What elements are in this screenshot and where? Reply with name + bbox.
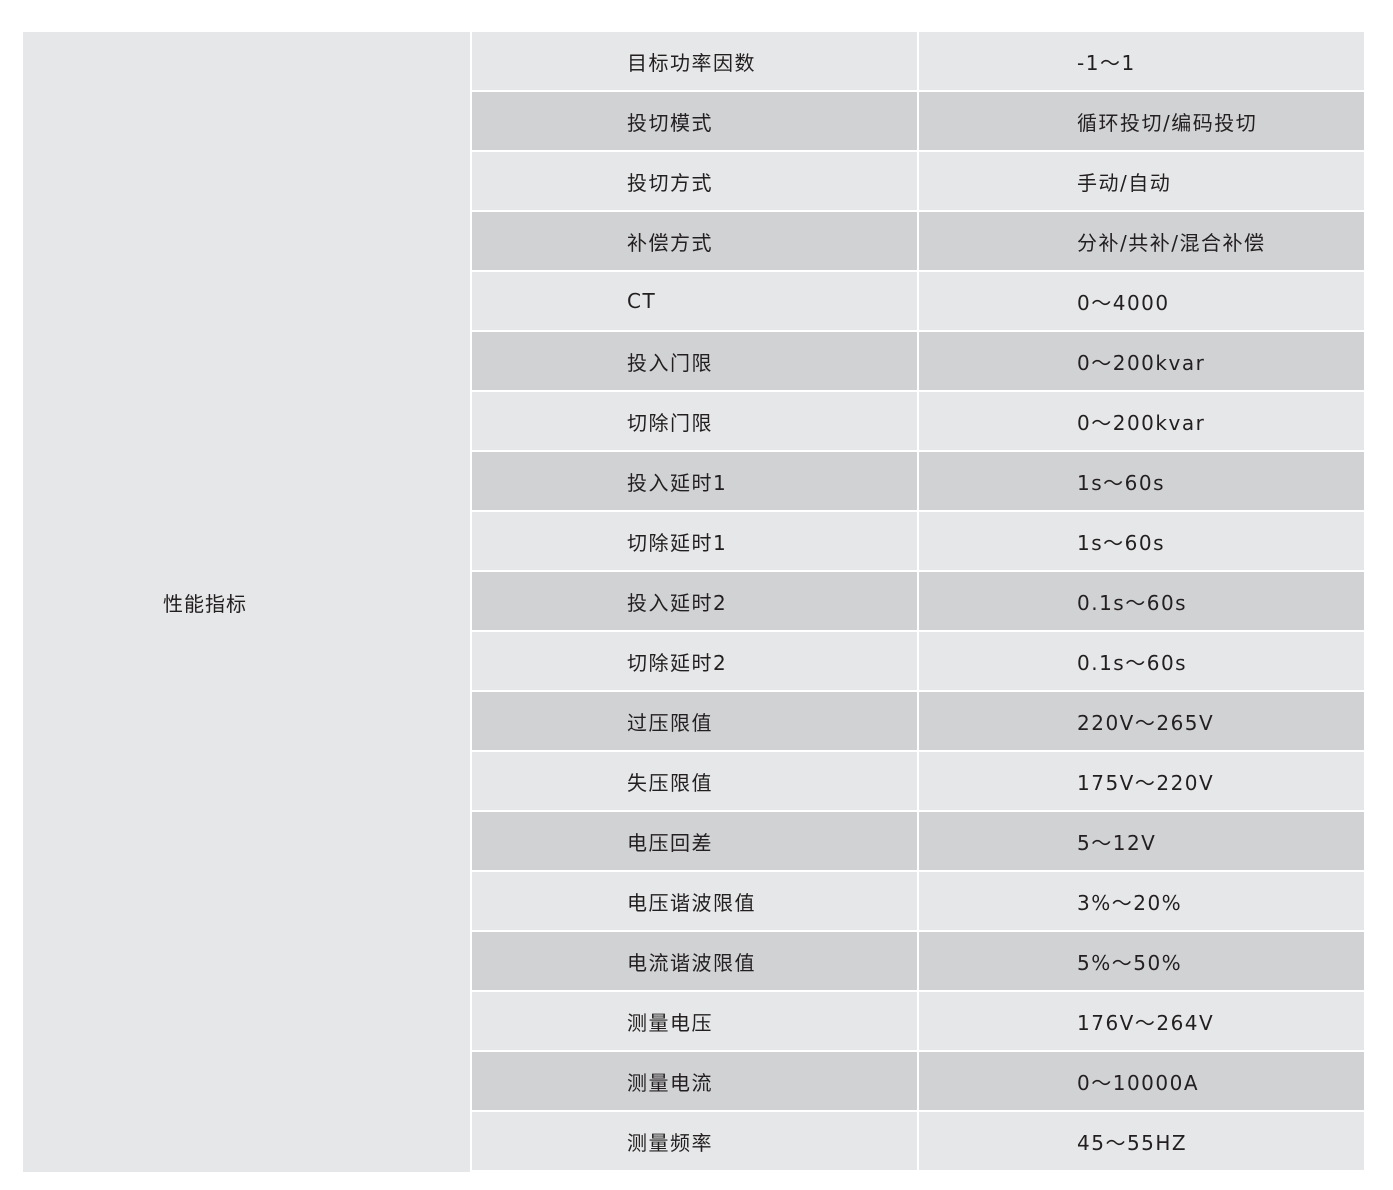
param-cell: 切除延时1 [472, 512, 917, 570]
table-row: 测量电流 0～10000A [472, 1052, 1364, 1112]
value-cell: 1s～60s [919, 452, 1364, 510]
table-row: 补偿方式 分补/共补/混合补偿 [472, 212, 1364, 272]
value-cell: 0.1s～60s [919, 632, 1364, 690]
param-cell: 补偿方式 [472, 212, 917, 270]
value-cell: 0.1s～60s [919, 572, 1364, 630]
table-row: 投入门限 0～200kvar [472, 332, 1364, 392]
param-cell: 投入延时2 [472, 572, 917, 630]
table-row: 投切模式 循环投切/编码投切 [472, 92, 1364, 152]
param-cell: 电压回差 [472, 812, 917, 870]
table-row: CT 0～4000 [472, 272, 1364, 332]
value-cell: 220V～265V [919, 692, 1364, 750]
param-cell: 测量频率 [472, 1112, 917, 1170]
value-cell: -1～1 [919, 32, 1364, 90]
table-row: 投入延时2 0.1s～60s [472, 572, 1364, 632]
param-cell: 测量电压 [472, 992, 917, 1050]
value-cell: 1s～60s [919, 512, 1364, 570]
value-cell: 176V～264V [919, 992, 1364, 1050]
param-cell: 电流谐波限值 [472, 932, 917, 990]
value-cell: 循环投切/编码投切 [919, 92, 1364, 150]
table-row: 电流谐波限值 5%～50% [472, 932, 1364, 992]
table-row: 失压限值 175V～220V [472, 752, 1364, 812]
param-cell: CT [472, 272, 917, 330]
value-cell: 分补/共补/混合补偿 [919, 212, 1364, 270]
param-cell: 投入门限 [472, 332, 917, 390]
value-cell: 45～55HZ [919, 1112, 1364, 1170]
value-cell: 5～12V [919, 812, 1364, 870]
table-row: 投切方式 手动/自动 [472, 152, 1364, 212]
table-row: 目标功率因数 -1～1 [472, 32, 1364, 92]
param-cell: 过压限值 [472, 692, 917, 750]
table-row: 切除延时2 0.1s～60s [472, 632, 1364, 692]
param-cell: 目标功率因数 [472, 32, 917, 90]
param-cell: 切除延时2 [472, 632, 917, 690]
table-row: 切除延时1 1s～60s [472, 512, 1364, 572]
table-row: 测量电压 176V～264V [472, 992, 1364, 1052]
group-cell: 性能指标 [23, 32, 470, 1172]
group-label: 性能指标 [163, 591, 247, 616]
param-cell: 投切模式 [472, 92, 917, 150]
param-cell: 投切方式 [472, 152, 917, 210]
value-cell: 0～200kvar [919, 332, 1364, 390]
param-cell: 电压谐波限值 [472, 872, 917, 930]
value-cell: 0～200kvar [919, 392, 1364, 450]
value-cell: 3%～20% [919, 872, 1364, 930]
spec-table: 性能指标 目标功率因数 -1～1 投切模式 循环投切/编码投切 投切方式 手动/自动 补偿方… [23, 32, 1364, 1172]
param-cell: 失压限值 [472, 752, 917, 810]
table-row: 过压限值 220V～265V [472, 692, 1364, 752]
value-cell: 175V～220V [919, 752, 1364, 810]
table-row: 测量频率 45～55HZ [472, 1112, 1364, 1172]
table-row: 电压谐波限值 3%～20% [472, 872, 1364, 932]
table-row: 切除门限 0～200kvar [472, 392, 1364, 452]
value-cell: 0～10000A [919, 1052, 1364, 1110]
table-row: 投入延时1 1s～60s [472, 452, 1364, 512]
table-row: 电压回差 5～12V [472, 812, 1364, 872]
param-cell: 测量电流 [472, 1052, 917, 1110]
value-cell: 手动/自动 [919, 152, 1364, 210]
value-cell: 0～4000 [919, 272, 1364, 330]
value-cell: 5%～50% [919, 932, 1364, 990]
param-cell: 投入延时1 [472, 452, 917, 510]
spec-rows: 目标功率因数 -1～1 投切模式 循环投切/编码投切 投切方式 手动/自动 补偿方式 分补/共… [472, 32, 1364, 1172]
param-cell: 切除门限 [472, 392, 917, 450]
